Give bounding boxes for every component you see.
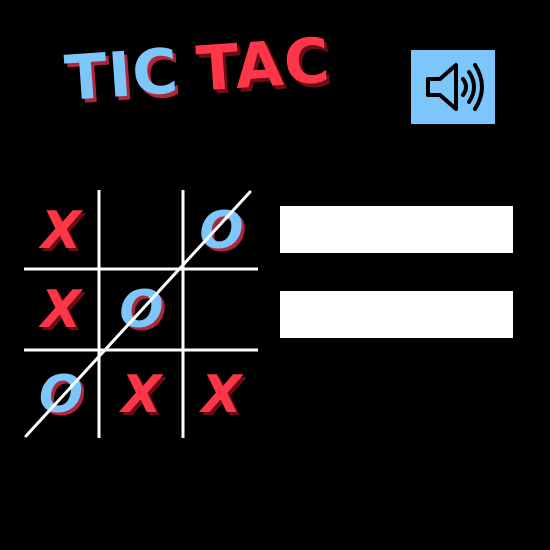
board-cell-3[interactable]: O	[199, 201, 244, 261]
player-one-score-bar	[280, 206, 513, 253]
title-word-tac: TAC	[194, 23, 333, 106]
board-cell-2[interactable]	[101, 194, 182, 268]
board-cell-6[interactable]	[185, 271, 258, 349]
player-two-score-bar	[280, 291, 513, 338]
board-cell-4[interactable]: X	[40, 280, 82, 340]
board-cell-1[interactable]: X	[40, 201, 82, 261]
board-cell-9[interactable]: X	[201, 365, 242, 425]
sound-toggle-button[interactable]	[411, 50, 495, 124]
game-title: TIC TAC	[63, 24, 335, 142]
board-cell-7[interactable]: O	[38, 365, 84, 425]
speaker-volume-icon	[426, 63, 484, 111]
board-cell-8[interactable]: X	[121, 365, 162, 425]
board-cell-5[interactable]: O	[119, 280, 164, 340]
title-word-tic: TIC	[62, 34, 182, 115]
game-board: X O X O O X X	[24, 190, 260, 440]
